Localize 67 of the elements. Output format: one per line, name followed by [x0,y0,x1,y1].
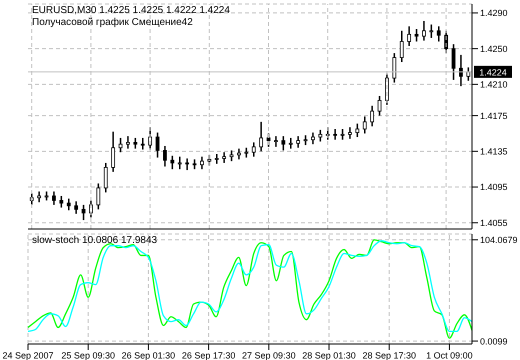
candlestick [452,43,456,81]
candlestick [156,132,160,158]
x-tick-label: 25 Sep 09:30 [61,350,115,360]
candlestick [59,195,64,208]
candlestick [436,26,441,42]
candlestick [318,129,322,142]
y-tick-label: 1.4250 [480,44,508,54]
candlestick [185,158,190,171]
candlestick [296,135,300,148]
y-tick-label: 1.4290 [480,8,508,18]
candlestick [274,135,278,148]
y-tick-label: 1.4095 [480,182,508,192]
candlestick [281,135,286,152]
candlestick [118,137,122,153]
candlestick [348,126,352,140]
candlestick [407,26,412,47]
candlestick [378,95,382,116]
candlestick [259,121,264,152]
candlestick [96,182,100,210]
y-tick-label: 104.0679 [480,234,518,245]
candlestick [104,162,108,194]
candlestick [163,145,167,168]
candlestick [266,132,270,148]
x-tick-label: 24 Sep 2007 [2,350,54,360]
candlestick [237,148,241,160]
ref-line-label: 1.4224 [479,67,507,78]
candlestick [178,156,182,170]
candlestick [111,130,116,173]
candlestick [214,153,219,165]
text: Получасовой график Смещение42 [32,17,194,29]
candlestick [200,156,204,170]
candlestick [370,105,374,128]
chart-title: slow-stoch 10.0806 17.9843 [32,235,158,247]
candlestick [355,122,360,138]
candlestick [74,200,78,215]
candlestick [304,134,308,146]
y-tick-label: 1.4135 [480,146,508,157]
candlestick [133,137,138,150]
y-tick-label: 1.4175 [480,110,508,121]
y-tick-label: 1.4210 [480,80,508,90]
x-tick-label: 28 Sep 01:30 [302,350,356,360]
candlestick [362,116,367,134]
candlestick [311,132,315,145]
candlestick [66,198,71,211]
candlestick [126,135,130,150]
candlestick [414,28,418,42]
y-tick-label: 1.4055 [480,218,508,228]
candlestick [230,150,234,162]
candlestick [82,204,86,221]
candlestick [400,30,404,63]
x-tick-label: 26 Sep 01:30 [122,350,176,360]
chart-title: EURUSD,M30 1.4225 1.4225 1.4222 1.4224 [32,5,230,17]
candlestick [52,190,56,206]
candlestick [333,128,338,140]
candlestick [222,151,226,164]
y-tick-label: 0.0099 [480,336,508,346]
candlestick [170,155,174,170]
x-tick-label: 27 Sep 09:30 [242,350,296,360]
x-tick-label: 26 Sep 17:30 [182,350,236,360]
candlestick [459,54,463,87]
candlestick [37,190,42,203]
candlestick [252,142,256,158]
x-tick-label: 1 Oct 09:00 [426,350,473,360]
x-tick-label: 28 Sep 17:30 [362,350,416,360]
candlestick [340,128,344,140]
candlestick [422,20,426,42]
candlestick [192,158,196,170]
